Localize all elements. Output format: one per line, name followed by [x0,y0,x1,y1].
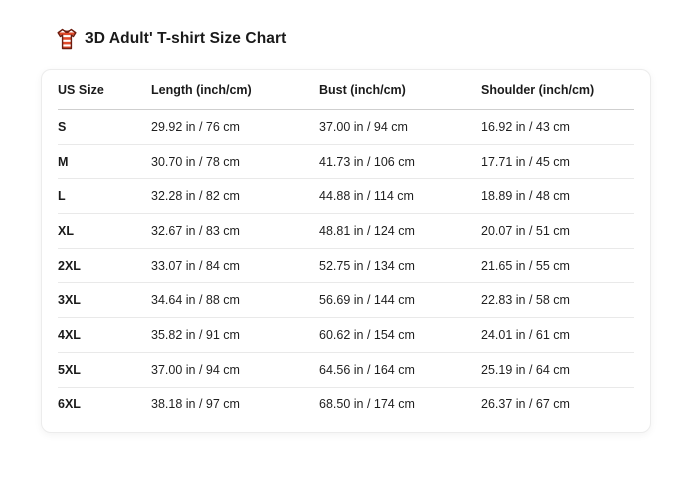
size-table-row: L 32.28 in / 82 cm 44.88 in / 114 cm 18.… [58,179,634,215]
length-value: 32.28 in / 82 cm [151,189,240,204]
size-label: L [58,189,66,204]
shoulder-value: 16.92 in / 43 cm [481,119,570,134]
length-value: 29.92 in / 76 cm [151,119,240,134]
shoulder-value: 21.65 in / 55 cm [481,258,570,273]
size-table-row: 5XL 37.00 in / 94 cm 64.56 in / 164 cm 2… [58,353,634,388]
size-table-body: S 29.92 in / 76 cm 37.00 in / 94 cm 16.9… [58,110,634,421]
size-label: M [58,154,69,169]
bust-value: 37.00 in / 94 cm [319,119,408,134]
bust-value: 41.73 in / 106 cm [319,154,415,169]
length-value: 32.67 in / 83 cm [151,223,240,238]
bust-value: 44.88 in / 114 cm [319,189,414,204]
length-value: 33.07 in / 84 cm [151,258,240,273]
size-label: 6XL [58,397,81,412]
size-label: 4XL [58,327,81,342]
bust-value: 48.81 in / 124 cm [319,223,415,238]
shoulder-value: 24.01 in / 61 cm [481,327,570,342]
size-table-row: 4XL 35.82 in / 91 cm 60.62 in / 154 cm 2… [58,318,634,353]
bust-value: 64.56 in / 164 cm [319,362,415,377]
shoulder-value: 17.71 in / 45 cm [481,154,570,169]
tshirt-icon [57,28,77,50]
size-table-row: 6XL 38.18 in / 97 cm 68.50 in / 174 cm 2… [58,388,634,422]
page-title-bar: 3D Adult' T-shirt Size Chart [57,28,286,50]
size-label: 2XL [58,258,81,273]
size-table-row: XL 32.67 in / 83 cm 48.81 in / 124 cm 20… [58,214,634,249]
tshirt-collar [63,30,71,34]
length-value: 38.18 in / 97 cm [151,397,240,412]
size-table-header: US Size Length (inch/cm) Bust (inch/cm) … [58,70,634,110]
size-table-row: M 30.70 in / 78 cm 41.73 in / 106 cm 17.… [58,145,634,180]
shoulder-value: 25.19 in / 64 cm [481,362,570,377]
length-value: 34.64 in / 88 cm [151,293,240,308]
size-label: S [58,119,67,134]
column-header-us-size: US Size [58,82,104,97]
length-value: 35.82 in / 91 cm [151,327,240,342]
size-table-row: 2XL 33.07 in / 84 cm 52.75 in / 134 cm 2… [58,249,634,284]
size-table-row: 3XL 34.64 in / 88 cm 56.69 in / 144 cm 2… [58,283,634,319]
column-header-bust: Bust (inch/cm) [319,82,406,97]
bust-value: 60.62 in / 154 cm [319,327,415,342]
bust-value: 68.50 in / 174 cm [319,397,415,412]
column-header-length: Length (inch/cm) [151,82,252,97]
tshirt-stripes [58,32,76,49]
size-label: XL [58,223,74,238]
shoulder-value: 20.07 in / 51 cm [481,223,570,238]
shoulder-value: 22.83 in / 58 cm [481,293,570,308]
length-value: 30.70 in / 78 cm [151,154,240,169]
length-value: 37.00 in / 94 cm [151,362,240,377]
shoulder-value: 26.37 in / 67 cm [481,397,570,412]
page-title: 3D Adult' T-shirt Size Chart [85,30,287,47]
shoulder-value: 18.89 in / 48 cm [481,189,570,204]
size-table-row: S 29.92 in / 76 cm 37.00 in / 94 cm 16.9… [58,110,634,145]
bust-value: 56.69 in / 144 cm [319,293,415,308]
column-header-shoulder: Shoulder (inch/cm) [481,82,595,97]
size-label: 3XL [58,293,81,308]
size-chart-card: US Size Length (inch/cm) Bust (inch/cm) … [41,69,651,433]
size-label: 5XL [58,362,81,377]
bust-value: 52.75 in / 134 cm [319,258,415,273]
